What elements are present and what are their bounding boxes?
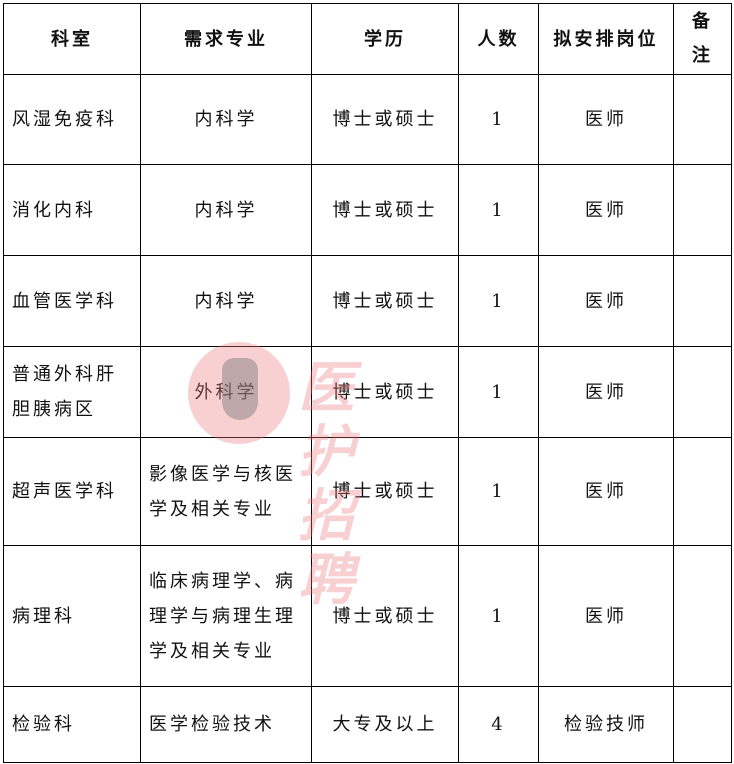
cell-count: 1 xyxy=(458,346,539,438)
cell-count: 4 xyxy=(458,686,539,763)
cell-department: 血管医学科 xyxy=(3,255,141,347)
cell-major: 外科学 xyxy=(140,346,312,438)
cell-notes xyxy=(673,164,732,256)
cell-count: 1 xyxy=(458,545,539,687)
cell-department: 风湿免疫科 xyxy=(3,74,141,165)
cell-position: 检验技师 xyxy=(538,686,674,763)
cell-department: 普通外科肝胆胰病区 xyxy=(3,346,141,438)
header-position: 拟安排岗位 xyxy=(538,3,674,75)
cell-department: 消化内科 xyxy=(3,164,141,256)
header-major: 需求专业 xyxy=(140,3,312,75)
header-notes: 备注 xyxy=(673,3,732,75)
table-row: 普通外科肝胆胰病区 外科学 博士或硕士 1 医师 xyxy=(3,346,732,438)
header-count: 人数 xyxy=(458,3,539,75)
cell-notes xyxy=(673,74,732,165)
cell-department: 检验科 xyxy=(3,686,141,763)
cell-major: 临床病理学、病理学与病理生理学及相关专业 xyxy=(140,545,312,687)
table-row: 血管医学科 内科学 博士或硕士 1 医师 xyxy=(3,255,732,347)
cell-department: 病理科 xyxy=(3,545,141,687)
cell-major: 影像医学与核医学及相关专业 xyxy=(140,437,312,546)
table-row: 病理科 临床病理学、病理学与病理生理学及相关专业 博士或硕士 1 医师 xyxy=(3,545,732,687)
cell-count: 1 xyxy=(458,255,539,347)
cell-notes xyxy=(673,346,732,438)
cell-education: 博士或硕士 xyxy=(311,255,459,347)
table-row: 消化内科 内科学 博士或硕士 1 医师 xyxy=(3,164,732,256)
cell-count: 1 xyxy=(458,74,539,165)
cell-position: 医师 xyxy=(538,74,674,165)
cell-position: 医师 xyxy=(538,437,674,546)
cell-major: 内科学 xyxy=(140,74,312,165)
cell-notes xyxy=(673,686,732,763)
cell-education: 博士或硕士 xyxy=(311,74,459,165)
cell-notes xyxy=(673,545,732,687)
cell-education: 大专及以上 xyxy=(311,686,459,763)
cell-education: 博士或硕士 xyxy=(311,545,459,687)
table-row: 超声医学科 影像医学与核医学及相关专业 博士或硕士 1 医师 xyxy=(3,437,732,546)
cell-major: 内科学 xyxy=(140,164,312,256)
header-education: 学历 xyxy=(311,3,459,75)
cell-education: 博士或硕士 xyxy=(311,346,459,438)
cell-position: 医师 xyxy=(538,545,674,687)
header-row: 科室 需求专业 学历 人数 拟安排岗位 备注 xyxy=(3,3,732,75)
table-row: 风湿免疫科 内科学 博士或硕士 1 医师 xyxy=(3,74,732,165)
cell-position: 医师 xyxy=(538,255,674,347)
cell-education: 博士或硕士 xyxy=(311,437,459,546)
cell-major: 医学检验技术 xyxy=(140,686,312,763)
cell-notes xyxy=(673,437,732,546)
cell-education: 博士或硕士 xyxy=(311,164,459,256)
cell-position: 医师 xyxy=(538,164,674,256)
cell-position: 医师 xyxy=(538,346,674,438)
cell-count: 1 xyxy=(458,164,539,256)
header-department: 科室 xyxy=(3,3,141,75)
table-row: 检验科 医学检验技术 大专及以上 4 检验技师 xyxy=(3,686,732,763)
cell-major: 内科学 xyxy=(140,255,312,347)
recruitment-table: 科室 需求专业 学历 人数 拟安排岗位 备注 风湿免疫科 内科学 博士或硕士 1… xyxy=(3,3,732,763)
cell-department: 超声医学科 xyxy=(3,437,141,546)
cell-notes xyxy=(673,255,732,347)
cell-count: 1 xyxy=(458,437,539,546)
